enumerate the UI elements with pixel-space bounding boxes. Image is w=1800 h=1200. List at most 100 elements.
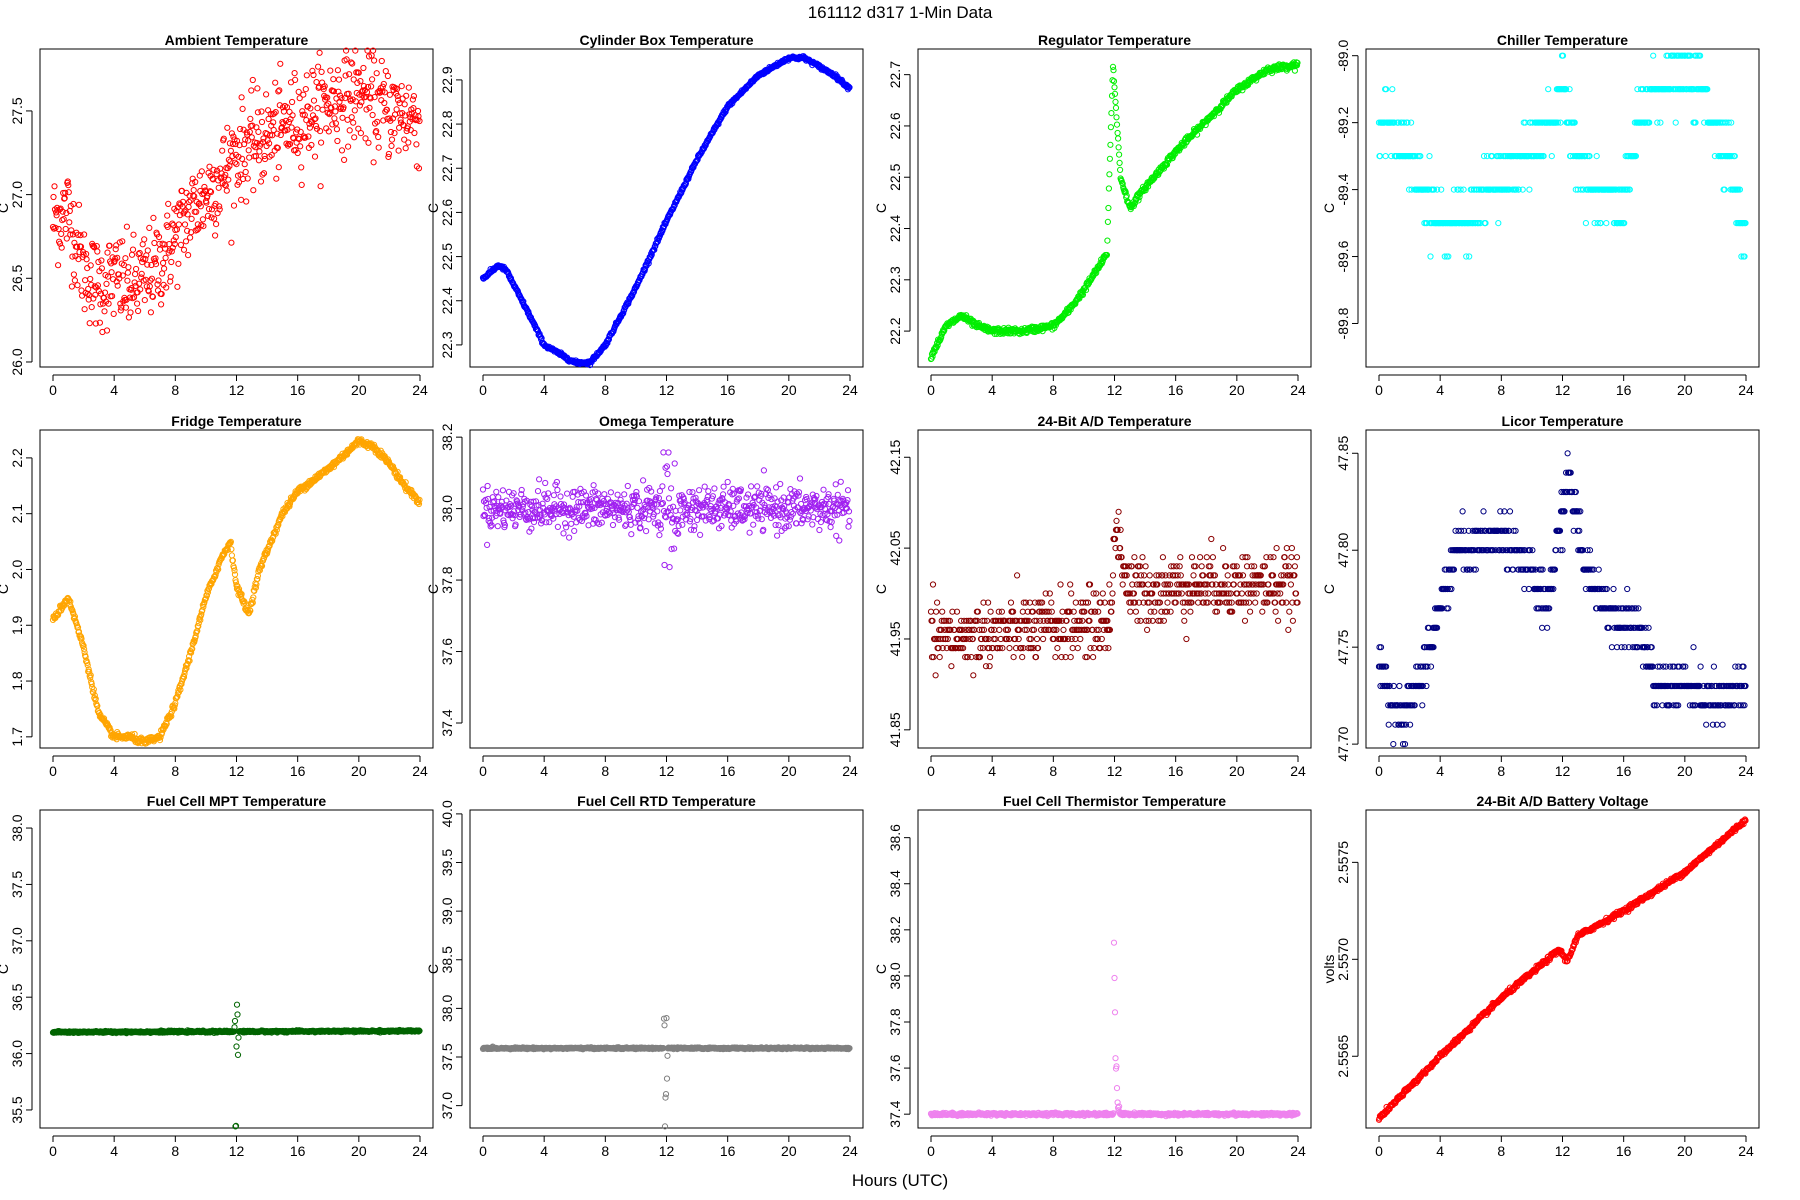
data-point [588, 496, 595, 503]
data-point [55, 262, 62, 269]
data-point [381, 99, 388, 107]
x-tick-label: 24 [1738, 382, 1754, 398]
data-point [1103, 251, 1111, 259]
data-point [743, 494, 750, 501]
data-point [272, 79, 279, 86]
data-point [1142, 563, 1149, 570]
data-point [510, 490, 517, 497]
data-point [1040, 635, 1047, 643]
data-point [1054, 645, 1061, 652]
data-point [130, 231, 137, 238]
data-point [67, 231, 74, 238]
data-point [642, 265, 649, 272]
data-point [651, 246, 658, 253]
data-point [104, 249, 111, 256]
data-point [1466, 253, 1473, 260]
x-tick-label: 24 [842, 763, 858, 779]
x-tick-label: 8 [171, 763, 179, 779]
data-point [227, 538, 234, 545]
data-point [84, 662, 91, 669]
data-point [696, 487, 703, 494]
data-point [186, 657, 193, 664]
data-point [81, 646, 88, 653]
data-point [275, 164, 282, 171]
plot-frame [469, 48, 864, 368]
data-point [568, 520, 575, 527]
data-point [248, 600, 255, 607]
data-point [310, 97, 318, 104]
data-point [296, 95, 303, 102]
data-point [1109, 572, 1117, 579]
series-points [479, 449, 853, 571]
x-tick-label: 20 [351, 382, 367, 398]
x-tick-label: 8 [171, 382, 179, 398]
series-points [927, 59, 1301, 363]
data-point [1210, 113, 1218, 120]
data-point [679, 521, 686, 528]
x-axis: 0 4 8 12 16 20 24 [927, 755, 1306, 779]
data-point [1654, 119, 1661, 126]
data-point [176, 212, 183, 219]
data-point [482, 496, 489, 503]
data-point [263, 91, 270, 98]
data-point [355, 125, 362, 132]
data-point [495, 494, 502, 501]
x-axis: 0 4 8 12 16 20 24 [1375, 374, 1754, 398]
data-point [366, 104, 373, 111]
data-point [527, 501, 534, 508]
data-point [563, 524, 570, 531]
data-point [270, 126, 277, 134]
data-point [229, 557, 236, 564]
data-point [291, 70, 298, 77]
data-point [75, 628, 83, 635]
data-point [332, 120, 339, 127]
data-point [586, 362, 594, 369]
data-point [380, 80, 387, 88]
data-point [188, 649, 195, 656]
data-point [1113, 517, 1120, 525]
data-point [94, 248, 101, 255]
data-point [98, 265, 106, 272]
data-point [180, 246, 188, 253]
data-point [264, 137, 271, 144]
data-point [499, 487, 506, 494]
data-point [206, 188, 214, 195]
data-point [272, 109, 279, 116]
data-point [1526, 186, 1533, 193]
data-point [1515, 186, 1522, 193]
data-point [116, 275, 123, 282]
data-point [255, 128, 262, 135]
data-point [310, 71, 317, 79]
data-point [1738, 253, 1745, 260]
data-point [198, 611, 205, 618]
data-point [1033, 635, 1041, 643]
data-point [545, 490, 552, 497]
data-point [297, 128, 304, 135]
y-tick-label: 38.0 [439, 495, 455, 522]
data-point [238, 196, 245, 203]
data-point [1132, 608, 1140, 615]
data-point [246, 154, 253, 161]
data-point [158, 290, 165, 298]
data-point [1548, 153, 1555, 160]
data-point [1067, 581, 1074, 588]
data-point [224, 124, 231, 131]
data-point [175, 221, 182, 228]
data-point [209, 175, 216, 182]
data-point [720, 483, 727, 490]
data-point [343, 56, 350, 63]
data-point [1742, 220, 1749, 227]
data-point [590, 482, 597, 489]
data-point [1136, 193, 1143, 201]
data-point [386, 91, 393, 98]
data-point [1239, 87, 1246, 94]
data-point [252, 584, 259, 591]
data-point [147, 309, 154, 316]
data-point [750, 521, 757, 528]
data-point [1741, 253, 1748, 260]
data-point [136, 249, 143, 257]
data-point [319, 106, 326, 113]
data-point [489, 514, 496, 521]
data-point [1145, 581, 1152, 588]
data-point [550, 492, 558, 499]
